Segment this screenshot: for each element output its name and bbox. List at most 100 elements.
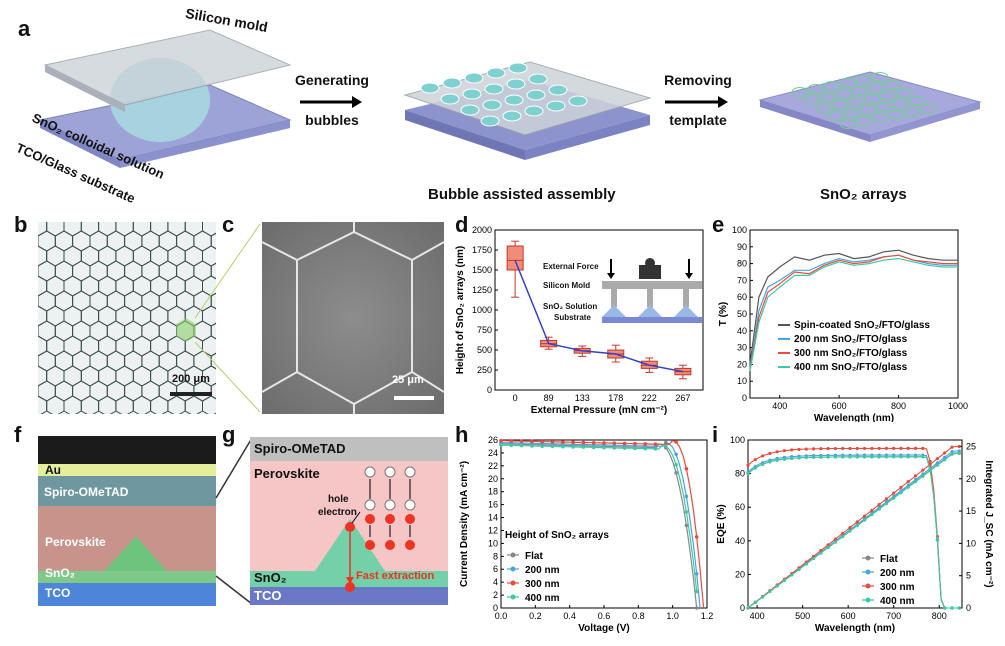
y-right-tick-label: 20 bbox=[966, 474, 976, 484]
hole-icon bbox=[364, 466, 376, 478]
y-tick-label: 1750 bbox=[472, 245, 492, 255]
jv-marker bbox=[550, 444, 555, 449]
jv-marker bbox=[530, 444, 534, 448]
legend-label: 200 nm bbox=[880, 568, 915, 579]
y-tick-label: 18 bbox=[488, 487, 498, 497]
jsc-marker bbox=[841, 531, 845, 535]
jsc-marker bbox=[848, 529, 852, 533]
x-axis-label: Voltage (V) bbox=[578, 623, 629, 634]
jv-marker bbox=[519, 439, 524, 443]
eqe-marker bbox=[855, 446, 859, 451]
jsc-marker bbox=[870, 508, 874, 512]
inset-silicon-mold: Silicon Mold bbox=[543, 281, 591, 290]
jsc-marker bbox=[819, 551, 823, 555]
jv-marker bbox=[674, 471, 678, 475]
chart-e: 400 600 800 1000 0 10 20 30 40 50 60 70 80 90 100 Wavel… bbox=[718, 225, 968, 422]
median-line bbox=[514, 260, 684, 373]
layer-tco: TCO bbox=[45, 586, 71, 600]
jv-marker bbox=[674, 462, 678, 467]
y-tick-label: 40 bbox=[737, 326, 747, 336]
jsc-marker bbox=[921, 472, 925, 476]
y-tick-label: 16 bbox=[488, 500, 498, 510]
jv-marker bbox=[674, 452, 678, 457]
eqe-marker bbox=[804, 455, 808, 460]
jsc-marker bbox=[790, 573, 794, 577]
arrow-generating-icon bbox=[300, 96, 362, 108]
jv-marker bbox=[633, 446, 637, 451]
jv-marker bbox=[684, 494, 689, 499]
x-tick-label: 267 bbox=[675, 393, 690, 403]
arrow-removing-icon bbox=[665, 96, 728, 108]
x-tick-label: 500 bbox=[795, 611, 810, 621]
y-tick-label: 60 bbox=[737, 292, 747, 302]
band-perovskite: Perovskite bbox=[254, 466, 320, 481]
jsc-marker bbox=[855, 524, 859, 528]
y-right-tick-label: 0 bbox=[966, 603, 971, 613]
eqe-marker bbox=[921, 446, 925, 451]
jsc-marker bbox=[797, 567, 801, 572]
y-axis-label: Current Density (mA cm⁻²) bbox=[459, 461, 470, 587]
eqe-marker bbox=[775, 450, 779, 454]
series-line-2 bbox=[749, 254, 958, 370]
legend-label: 300 nm bbox=[880, 582, 915, 593]
x-tick-label: 133 bbox=[575, 393, 590, 403]
jv-marker bbox=[664, 444, 668, 448]
legend-marker bbox=[865, 597, 871, 603]
sno2-arrays-illustration bbox=[758, 71, 982, 142]
sem-image-c bbox=[262, 222, 444, 414]
layer-spiro: Spiro-OMeTAD bbox=[44, 485, 129, 499]
jv-marker bbox=[694, 571, 699, 576]
legend-marker bbox=[510, 566, 516, 572]
y-tick-label: 14 bbox=[488, 513, 498, 523]
band-hole: hole bbox=[328, 494, 349, 505]
x-tick-label: 400 bbox=[750, 611, 765, 621]
y-tick-label: 80 bbox=[737, 259, 747, 269]
y-tick-label: 10 bbox=[488, 538, 498, 548]
hole-icon bbox=[384, 466, 396, 478]
x-tick-label: 800 bbox=[932, 611, 947, 621]
eqe-marker bbox=[928, 459, 932, 464]
jsc-marker bbox=[826, 546, 830, 550]
band-electron: electron bbox=[318, 507, 357, 518]
jv-marker bbox=[509, 439, 514, 443]
eqe-marker bbox=[957, 606, 961, 610]
eqe-marker bbox=[855, 455, 859, 459]
eqe-marker bbox=[906, 446, 910, 451]
y-axis-label: EQE (%) bbox=[716, 504, 727, 543]
eqe-marker bbox=[848, 446, 852, 451]
series-line-3 bbox=[749, 257, 958, 372]
jv-marker bbox=[540, 439, 544, 444]
eqe-marker bbox=[899, 455, 903, 459]
eqe-marker bbox=[782, 449, 787, 453]
x-tick-label: 0.6 bbox=[598, 611, 611, 621]
jv-marker bbox=[694, 606, 699, 610]
jsc-marker bbox=[935, 463, 940, 467]
jsc-marker bbox=[746, 606, 750, 610]
y-right-tick-label: 5 bbox=[966, 571, 971, 581]
jv-marker bbox=[602, 445, 606, 450]
panel-label-i: i bbox=[712, 422, 719, 447]
y-tick-label: 50 bbox=[737, 309, 747, 319]
legend-label: 400 nm SnO₂/FTO/glass bbox=[794, 362, 908, 373]
jsc-marker bbox=[862, 518, 867, 522]
jsc-marker bbox=[950, 450, 954, 454]
jv-marker bbox=[622, 441, 627, 446]
box-0 bbox=[506, 245, 524, 271]
y-tick-label: 0 bbox=[493, 603, 498, 613]
legend-label: 400 nm bbox=[525, 593, 560, 604]
y-tick-label: 0 bbox=[487, 385, 492, 395]
eqe-marker bbox=[913, 446, 918, 451]
jsc-line-3 bbox=[747, 453, 960, 609]
band-diagram-g bbox=[250, 437, 448, 605]
eqe-marker bbox=[819, 447, 823, 451]
jsc-marker bbox=[899, 491, 903, 495]
bubble-assembly-illustration bbox=[403, 61, 652, 160]
jsc-marker bbox=[804, 562, 808, 566]
jsc-marker bbox=[833, 540, 838, 544]
jv-marker bbox=[519, 443, 524, 448]
legend-marker bbox=[510, 552, 516, 558]
jsc-marker bbox=[921, 474, 925, 478]
y-tick-label: 26 bbox=[488, 435, 498, 445]
eqe-marker bbox=[811, 455, 816, 459]
x-tick-label: 700 bbox=[886, 611, 901, 621]
